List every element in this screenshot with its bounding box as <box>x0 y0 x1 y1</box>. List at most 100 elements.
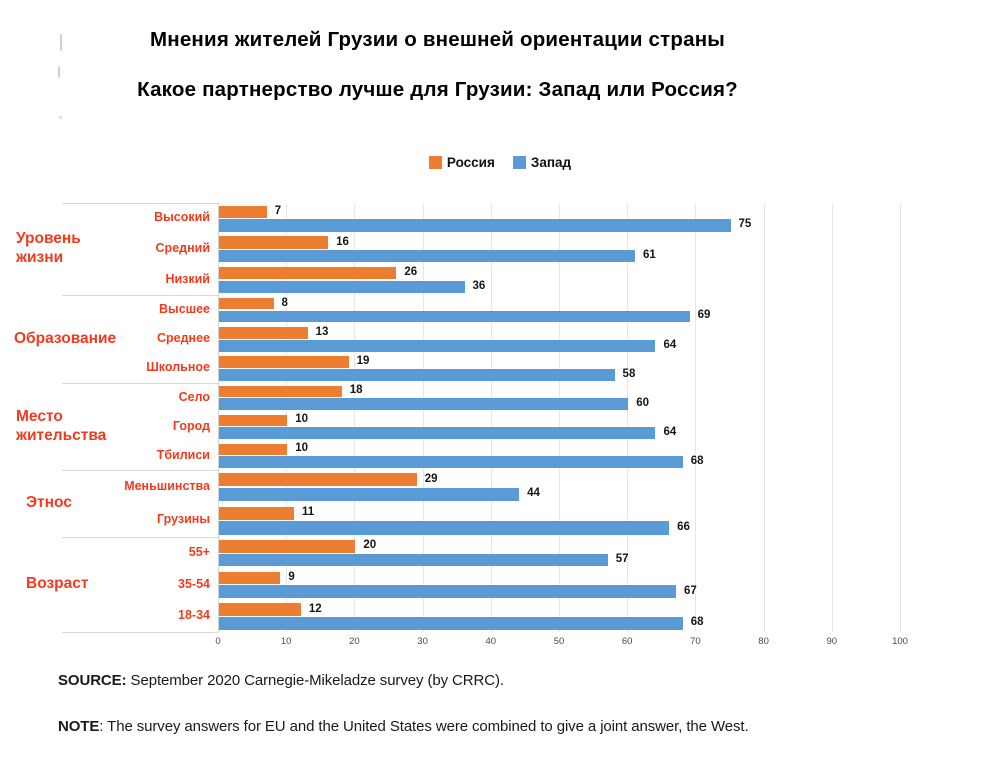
gridline <box>422 203 424 632</box>
bar-west <box>219 585 676 599</box>
source-label: SOURCE: <box>58 672 127 689</box>
bar-russia <box>219 236 329 249</box>
category-label: Высокий <box>154 210 210 225</box>
value-label-west: 57 <box>615 553 629 566</box>
chart-title-line2: Какое партнерство лучше для Грузии: Запа… <box>137 78 738 101</box>
bar-russia <box>219 473 417 487</box>
gridline <box>763 203 765 632</box>
group-label: Возраст <box>26 575 89 592</box>
note-text: : The survey answers for EU and the Unit… <box>99 718 749 735</box>
bar-russia <box>219 443 288 456</box>
value-label-russia: 18 <box>349 384 363 397</box>
x-tick-label: 40 <box>485 636 497 647</box>
bar-west <box>219 398 629 410</box>
category-label: Среднее <box>156 331 210 345</box>
bar-west <box>219 310 690 323</box>
bar-west <box>219 553 608 567</box>
category-label: Тбилиси <box>156 447 210 462</box>
group-divider <box>62 632 218 633</box>
value-label-russia: 12 <box>308 602 322 615</box>
group-label: Уровень жизни <box>16 230 81 266</box>
value-label-west: 64 <box>663 426 677 439</box>
x-tick-label: 10 <box>280 636 292 647</box>
legend-item-russia: Россия <box>428 155 495 170</box>
bar-west <box>219 427 656 439</box>
bar-russia <box>219 539 356 553</box>
x-tick-label: 30 <box>417 636 428 647</box>
bar-west <box>219 521 670 535</box>
value-label-west: 67 <box>683 584 697 597</box>
gridline <box>490 203 492 632</box>
x-tick-label: 20 <box>349 636 360 647</box>
x-tick-label: 90 <box>826 636 838 647</box>
value-label-russia: 19 <box>356 355 370 368</box>
group-label: Этнос <box>26 494 72 511</box>
value-label-russia: 8 <box>281 296 288 309</box>
x-tick-label: 60 <box>621 636 633 647</box>
bar-west <box>219 219 731 232</box>
bar-west <box>219 369 615 381</box>
group-divider <box>62 537 218 538</box>
value-label-russia: 11 <box>302 506 315 519</box>
bar-russia <box>219 603 301 616</box>
category-label: Грузины <box>157 512 210 527</box>
group-label: Место жительства <box>16 407 107 444</box>
x-tick-label: 0 <box>215 636 221 647</box>
group-divider <box>62 203 218 204</box>
x-tick-label: 50 <box>553 636 565 647</box>
value-label-west: 68 <box>690 455 704 468</box>
value-label-russia: 7 <box>274 204 282 217</box>
gridline <box>900 203 901 632</box>
category-label: Село <box>178 389 210 404</box>
gridline <box>354 203 356 632</box>
group-divider <box>62 295 218 296</box>
value-label-west: 36 <box>472 279 486 292</box>
value-label-russia: 26 <box>404 266 418 279</box>
value-label-russia: 29 <box>424 472 438 485</box>
legend-swatch-west <box>512 156 526 169</box>
value-label-west: 75 <box>738 218 752 231</box>
group-divider <box>62 383 218 384</box>
bar-west <box>219 617 683 630</box>
legend-label-russia: Россия <box>446 155 495 170</box>
chart-legend: Россия Запад <box>0 155 1000 170</box>
value-label-west: 68 <box>690 616 704 629</box>
value-label-west: 69 <box>697 309 711 322</box>
bar-russia <box>219 356 349 369</box>
value-label-russia: 16 <box>336 235 349 248</box>
category-label: Средний <box>155 241 210 255</box>
value-label-west: 66 <box>677 520 690 533</box>
bar-west <box>219 339 656 352</box>
legend-item-west: Запад <box>512 155 571 170</box>
gridline <box>627 203 629 632</box>
x-tick-label: 100 <box>892 636 908 647</box>
bar-russia <box>219 326 308 339</box>
value-label-russia: 9 <box>288 570 295 583</box>
category-label: 55+ <box>188 544 210 559</box>
crop-artifact <box>58 66 60 78</box>
bar-west <box>219 249 636 263</box>
bar-russia <box>219 205 267 219</box>
value-label-russia: 10 <box>295 413 308 426</box>
category-label: Высшее <box>159 301 210 316</box>
value-label-west: 44 <box>527 487 540 500</box>
gridline <box>831 203 833 632</box>
group-divider <box>62 470 218 471</box>
bar-russia <box>219 506 295 520</box>
category-label: Меньшинства <box>124 478 210 493</box>
source-text: September 2020 Carnegie-Mikeladze survey… <box>126 672 505 689</box>
crop-artifact <box>60 34 62 51</box>
value-label-west: 60 <box>636 397 649 410</box>
category-label: 18-34 <box>178 608 210 623</box>
gridline <box>218 203 219 632</box>
bar-russia <box>219 571 281 585</box>
group-label: Образование <box>14 329 117 347</box>
gridline <box>559 203 560 632</box>
category-label: Город <box>172 418 210 433</box>
legend-swatch-russia <box>428 156 442 169</box>
bar-russia <box>219 414 288 427</box>
category-label: 35-54 <box>178 576 210 591</box>
bar-russia <box>219 297 274 310</box>
value-label-west: 58 <box>622 368 636 381</box>
